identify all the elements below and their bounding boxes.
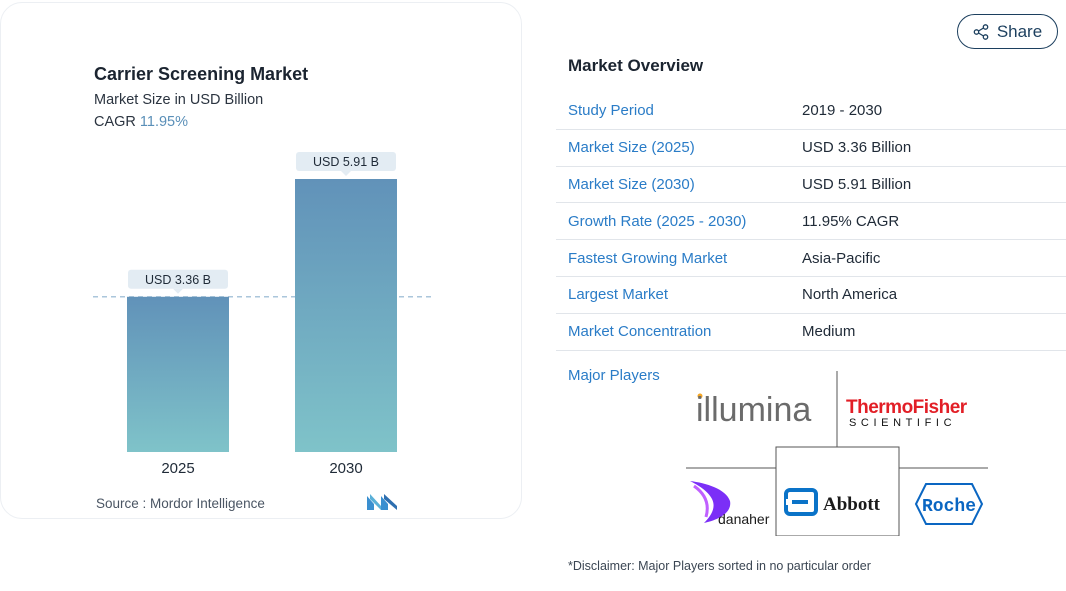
overview-table: Study Period 2019 - 2030 Market Size (202…: [556, 93, 1066, 351]
value-label-pointer: [173, 288, 183, 294]
row-value: North America: [802, 286, 898, 304]
major-players-label: Major Players: [568, 367, 660, 384]
player-abbott: Abbott: [823, 494, 881, 515]
x-tick-label: 2030: [329, 460, 362, 477]
overview-row: Market Concentration Medium: [556, 314, 1066, 351]
data-label: USD 3.36 B: [145, 273, 211, 287]
value-label-pointer: [341, 171, 351, 176]
overview-row: Largest Market North America: [556, 277, 1066, 314]
overview-title: Market Overview: [568, 56, 704, 75]
svg-text:SCIENTIFIC: SCIENTIFIC: [849, 417, 956, 429]
row-key: Growth Rate (2025 - 2030): [568, 212, 747, 230]
mordor-intelligence-logo: [367, 494, 397, 510]
row-key: Largest Market: [568, 286, 669, 304]
roche-logo: Roche: [914, 483, 984, 525]
abbott-logo: Abbott: [784, 488, 881, 516]
overview-row: Study Period 2019 - 2030: [556, 93, 1066, 130]
share-icon: [973, 23, 989, 40]
bar-chart: USD 3.36 B 2025 USD 5.91 B 2030: [93, 152, 433, 477]
row-value: 2019 - 2030: [802, 102, 883, 120]
thermofisher-logo: ThermoFisher SCIENTIFIC: [846, 397, 968, 429]
player-roche: Roche: [922, 497, 976, 517]
row-value: 11.95% CAGR: [802, 212, 900, 230]
row-value: Asia-Pacific: [802, 249, 881, 267]
illumina-logo: illumina: [696, 391, 811, 429]
share-button[interactable]: Share: [957, 14, 1058, 49]
chart-source: Source : Mordor Intelligence: [96, 496, 265, 511]
chart-subtitle: Market Size in USD Billion: [94, 92, 264, 108]
row-key: Market Size (2025): [568, 139, 695, 157]
share-label: Share: [996, 21, 1043, 41]
chart-title: Carrier Screening Market: [94, 64, 309, 84]
row-value: Medium: [802, 323, 856, 341]
overview-row: Market Size (2025) USD 3.36 Billion: [556, 130, 1066, 167]
value-label-bg: [296, 152, 396, 171]
major-players-logos: illumina ThermoFisher SCIENTIFIC danaher…: [686, 371, 988, 536]
row-key: Market Size (2030): [568, 175, 695, 193]
overview-row: Market Size (2030) USD 5.91 Billion: [556, 167, 1066, 204]
chart-card: USD 3.36 B 2025 USD 5.91 B 2030 Carrier Scr…: [0, 2, 522, 519]
overview-row: Fastest Growing Market Asia-Pacific: [556, 240, 1066, 277]
row-key: Study Period: [568, 102, 654, 120]
data-label: USD 5.91 B: [313, 155, 379, 169]
player-danaher: danaher: [718, 511, 770, 527]
cagr-value: 11.95%: [139, 114, 189, 130]
bar-2030: [295, 179, 397, 452]
overview-row: Growth Rate (2025 - 2030) 11.95% CAGR: [556, 203, 1066, 241]
player-illumina: illumina: [696, 391, 811, 429]
danaher-logo: danaher: [690, 481, 770, 527]
row-value: USD 5.91 Billion: [802, 175, 912, 193]
row-key: Fastest Growing Market: [568, 249, 728, 267]
disclaimer: *Disclaimer: Major Players sorted in no …: [568, 559, 871, 573]
chart-cagr: CAGR 11.95%: [94, 114, 188, 130]
svg-text:ThermoFisher: ThermoFisher: [846, 397, 968, 418]
row-key: Market Concentration: [568, 323, 712, 341]
row-value: USD 3.36 Billion: [802, 139, 912, 157]
cagr-label: CAGR: [94, 114, 136, 130]
bar-2025: [127, 296, 229, 452]
value-label-bg: [128, 269, 228, 289]
x-tick-label: 2025: [161, 460, 194, 477]
